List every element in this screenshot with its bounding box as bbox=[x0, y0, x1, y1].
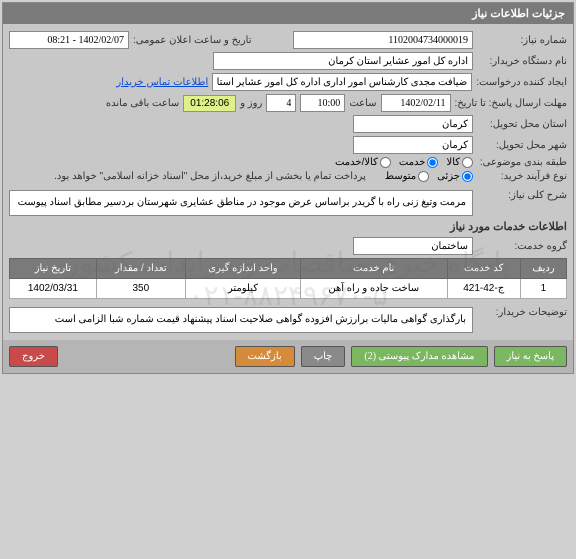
payment-note: پرداخت تمام یا بخشی از مبلغ خرید،از محل … bbox=[54, 171, 366, 182]
main-desc-box: مرمت وتیغ زنی راه با گریدر براساس عرض مو… bbox=[9, 190, 473, 216]
buyer-field[interactable] bbox=[213, 52, 473, 70]
need-number-field[interactable] bbox=[293, 31, 473, 49]
services-section-title: اطلاعات خدمات مورد نیاز bbox=[9, 220, 567, 233]
requester-label: ایجاد کننده درخواست: bbox=[476, 77, 567, 88]
panel-body: شماره نیاز: تاریخ و ساعت اعلان عمومی: نا… bbox=[3, 24, 573, 340]
respond-button[interactable]: پاسخ به نیاز bbox=[494, 346, 568, 367]
radio-partial[interactable]: جزئی bbox=[437, 171, 473, 182]
radio-service[interactable]: خدمت bbox=[399, 157, 439, 168]
row-province: استان محل تحویل: bbox=[9, 115, 567, 133]
row-city: شهر محل تحویل: bbox=[9, 136, 567, 154]
td-qty: 350 bbox=[96, 279, 185, 299]
row-process: نوع فرآیند خرید: جزئی متوسط پرداخت تمام … bbox=[9, 171, 567, 182]
service-group-label: گروه خدمت: bbox=[477, 241, 567, 252]
row-requester: ایجاد کننده درخواست: اطلاعات تماس خریدار bbox=[9, 73, 567, 91]
td-name: ساخت جاده و راه آهن bbox=[300, 279, 447, 299]
row-need-number: شماره نیاز: تاریخ و ساعت اعلان عمومی: bbox=[9, 31, 567, 49]
services-table: ردیف کد خدمت نام خدمت واحد اندازه گیری ت… bbox=[9, 258, 567, 299]
buyer-label: نام دستگاه خریدار: bbox=[477, 56, 567, 67]
province-field[interactable] bbox=[353, 115, 473, 133]
deadline-label: مهلت ارسال پاسخ: تا تاریخ: bbox=[455, 98, 567, 109]
footer-buttons: پاسخ به نیاز مشاهده مدارک پیوستی (2) چاپ… bbox=[3, 340, 573, 373]
td-unit: کیلومتر bbox=[185, 279, 300, 299]
contact-link[interactable]: اطلاعات تماس خریدار bbox=[116, 77, 208, 88]
province-label: استان محل تحویل: bbox=[477, 119, 567, 130]
category-radios: کالا خدمت کالا/خدمت bbox=[335, 157, 473, 168]
th-code: کد خدمت bbox=[447, 259, 520, 279]
row-buyer: نام دستگاه خریدار: bbox=[9, 52, 567, 70]
main-panel: جزئیات اطلاعات نیاز شماره نیاز: تاریخ و … bbox=[2, 2, 574, 374]
row-main-desc: شرح کلی نیاز: مرمت وتیغ زنی راه با گریدر… bbox=[9, 190, 567, 216]
city-label: شهر محل تحویل: bbox=[477, 140, 567, 151]
back-button[interactable]: بازگشت bbox=[235, 346, 295, 367]
th-unit: واحد اندازه گیری bbox=[185, 259, 300, 279]
buyer-notes-label: توضیحات خریدار: bbox=[477, 307, 567, 318]
remain-label: ساعت باقی مانده bbox=[106, 98, 179, 109]
deadline-time-field[interactable] bbox=[300, 94, 345, 112]
table-header-row: ردیف کد خدمت نام خدمت واحد اندازه گیری ت… bbox=[10, 259, 567, 279]
panel-title: جزئیات اطلاعات نیاز bbox=[3, 3, 573, 24]
deadline-date-field[interactable] bbox=[381, 94, 451, 112]
radio-goods-service[interactable]: کالا/خدمت bbox=[335, 157, 391, 168]
countdown-timer: 01:28:06 bbox=[183, 95, 236, 112]
process-radios: جزئی متوسط bbox=[385, 171, 473, 182]
row-buyer-notes: توضیحات خریدار: بارگذاری گواهی مالیات بر… bbox=[9, 307, 567, 333]
main-desc-label: شرح کلی نیاز: bbox=[477, 190, 567, 201]
radio-medium[interactable]: متوسط bbox=[385, 171, 429, 182]
announce-date-field[interactable] bbox=[9, 31, 129, 49]
table-row: 1 ج-42-421 ساخت جاده و راه آهن کیلومتر 3… bbox=[10, 279, 567, 299]
day-label: روز و bbox=[240, 98, 262, 109]
row-service-group: گروه خدمت: bbox=[9, 237, 567, 255]
need-number-label: شماره نیاز: bbox=[477, 35, 567, 46]
row-deadline: مهلت ارسال پاسخ: تا تاریخ: ساعت روز و 01… bbox=[9, 94, 567, 112]
row-category: طبقه بندی موضوعی: کالا خدمت کالا/خدمت bbox=[9, 157, 567, 168]
radio-goods[interactable]: کالا bbox=[446, 157, 473, 168]
city-field[interactable] bbox=[353, 136, 473, 154]
time-label: ساعت bbox=[349, 98, 376, 109]
attachments-button[interactable]: مشاهده مدارک پیوستی (2) bbox=[351, 346, 487, 367]
process-label: نوع فرآیند خرید: bbox=[477, 171, 567, 182]
service-group-field[interactable] bbox=[353, 237, 473, 255]
th-date: تاریخ نیاز bbox=[10, 259, 97, 279]
category-label: طبقه بندی موضوعی: bbox=[477, 157, 567, 168]
requester-field[interactable] bbox=[212, 73, 472, 91]
buyer-notes-box: بارگذاری گواهی مالیات برارزش افزوده گواه… bbox=[9, 307, 473, 333]
print-button[interactable]: چاپ bbox=[301, 346, 346, 367]
td-row: 1 bbox=[520, 279, 566, 299]
th-qty: تعداد / مقدار bbox=[96, 259, 185, 279]
announce-date-label: تاریخ و ساعت اعلان عمومی: bbox=[133, 35, 252, 46]
exit-button[interactable]: خروج bbox=[9, 346, 58, 367]
days-field[interactable] bbox=[266, 94, 296, 112]
th-name: نام خدمت bbox=[300, 259, 447, 279]
th-row: ردیف bbox=[520, 259, 566, 279]
td-date: 1402/03/31 bbox=[10, 279, 97, 299]
td-code: ج-42-421 bbox=[447, 279, 520, 299]
